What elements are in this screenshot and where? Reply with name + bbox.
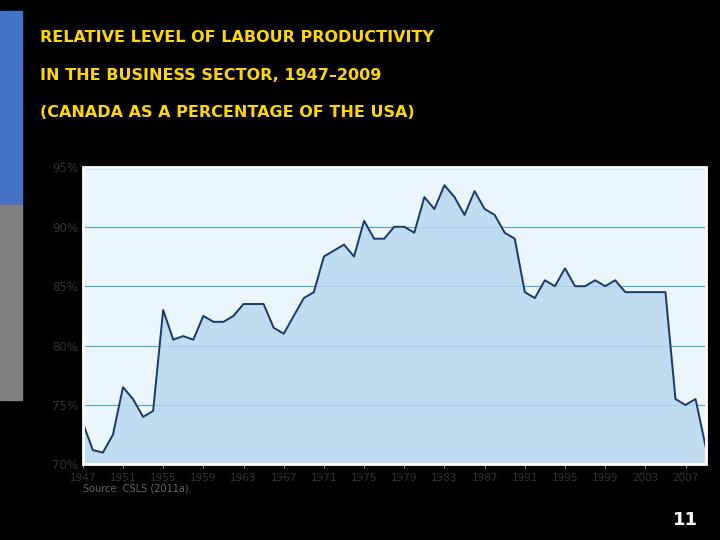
Text: Source: CSLS (2011a).: Source: CSLS (2011a). [83, 483, 192, 494]
Text: 11: 11 [673, 511, 698, 529]
Text: IN THE BUSINESS SECTOR, 1947–2009: IN THE BUSINESS SECTOR, 1947–2009 [40, 68, 381, 83]
Text: (CANADA AS A PERCENTAGE OF THE USA): (CANADA AS A PERCENTAGE OF THE USA) [40, 105, 414, 120]
Text: RELATIVE LEVEL OF LABOUR PRODUCTIVITY: RELATIVE LEVEL OF LABOUR PRODUCTIVITY [40, 30, 433, 45]
